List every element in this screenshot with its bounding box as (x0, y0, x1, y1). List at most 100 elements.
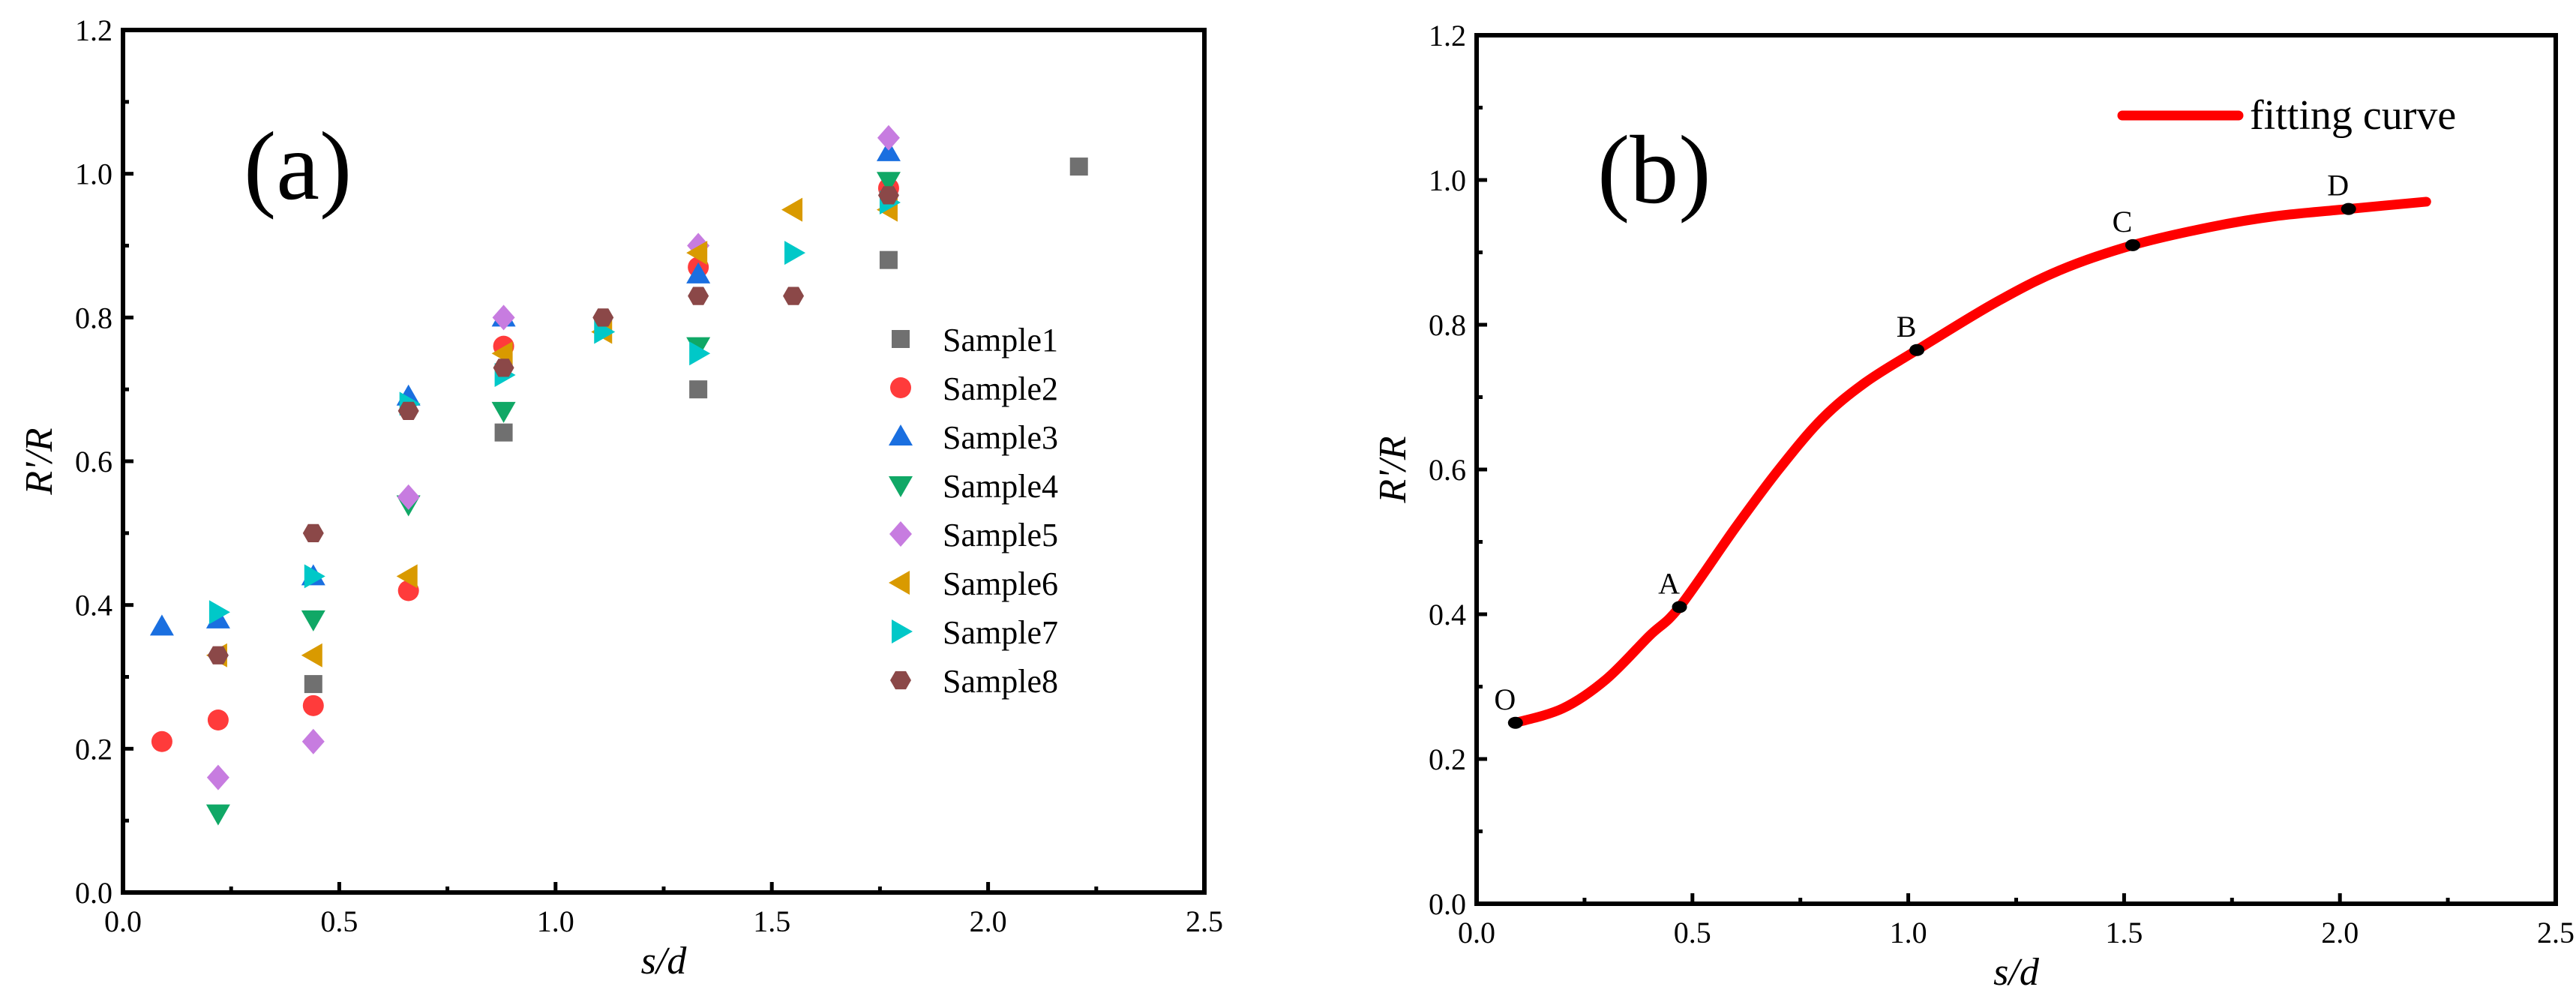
legend-label: Sample2 (943, 370, 1058, 407)
x-tick-label: 1.0 (537, 904, 574, 938)
series-sample7 (208, 190, 901, 625)
legend-label: Sample6 (943, 566, 1058, 602)
data-point (206, 764, 229, 790)
data-point (877, 186, 899, 205)
legend-marker (892, 330, 910, 348)
y-tick-label: 1.2 (75, 14, 112, 47)
data-point (879, 250, 898, 269)
data-point (877, 124, 900, 151)
data-point (592, 308, 614, 327)
data-point (492, 304, 515, 331)
data-point (686, 241, 708, 266)
legend-label: Sample8 (943, 663, 1058, 700)
data-point (783, 286, 805, 305)
panel-label: (a) (244, 112, 352, 220)
legend-marker (892, 620, 913, 644)
legend-marker (890, 377, 911, 398)
series-sample1 (304, 158, 1088, 694)
legend-label: fitting curve (2250, 92, 2456, 139)
legend-marker (889, 521, 912, 547)
data-point (491, 401, 516, 423)
y-tick-label: 0.4 (1429, 598, 1466, 632)
data-point (149, 614, 174, 636)
x-axis-label: s/d (641, 940, 688, 982)
data-point (301, 610, 325, 632)
data-point (876, 140, 901, 161)
data-point (205, 804, 230, 826)
data-point (686, 262, 711, 284)
data-point (493, 358, 514, 377)
data-point (784, 241, 806, 266)
series-sample5 (206, 124, 900, 790)
key-point-label: C (2113, 205, 2133, 238)
y-tick-label: 0.6 (1429, 453, 1466, 487)
legend-marker (889, 424, 913, 446)
y-tick-label: 0.2 (75, 732, 112, 766)
x-tick-label: 2.0 (2321, 916, 2359, 950)
x-tick-label: 1.0 (1890, 916, 1927, 950)
legend-label: Sample7 (943, 614, 1058, 651)
key-point (2341, 202, 2356, 215)
y-tick-label: 1.0 (75, 158, 112, 191)
key-point-label: A (1658, 566, 1680, 600)
x-tick-label: 2.0 (970, 904, 1007, 938)
key-point (2125, 238, 2140, 251)
data-point (1069, 158, 1088, 176)
panel-a: 0.0 0.5 1.0 1.5 2.0 2.5 0.0 0.2 0.4 0.6 0.8 1.0 1.2 s… (18, 14, 1223, 982)
legend-label: Sample1 (943, 322, 1058, 358)
data-point (689, 380, 708, 399)
key-point-label: O (1494, 682, 1516, 716)
key-point (1507, 716, 1523, 729)
key-point-label: D (2327, 169, 2349, 202)
y-tick-label: 0.0 (1429, 887, 1466, 921)
x-tick-label: 1.5 (2105, 916, 2143, 950)
series-sample6 (205, 197, 898, 668)
data-point (301, 728, 325, 754)
x-tick-label: 0.0 (1458, 916, 1495, 950)
data-point (304, 675, 322, 694)
key-point (1672, 601, 1687, 614)
x-axis-label: s/d (1993, 951, 2040, 994)
data-point (781, 197, 803, 222)
y-tick-label: 0.4 (75, 589, 112, 622)
legend-label: Sample3 (943, 419, 1058, 456)
y-axis-label: R'/R (1372, 436, 1414, 503)
data-point (207, 710, 229, 730)
data-point (397, 401, 419, 421)
y-tick-label: 0.8 (1429, 308, 1466, 342)
data-point (302, 694, 324, 716)
y-tick-label: 1.0 (1429, 164, 1466, 197)
data-point (876, 172, 901, 194)
data-point (304, 564, 325, 589)
series-sample2 (151, 177, 899, 752)
x-tick-label: 2.5 (1186, 904, 1223, 938)
key-point (1909, 344, 1925, 356)
y-tick-label: 0.2 (1429, 742, 1466, 776)
data-point (207, 646, 229, 664)
legend-label: Sample5 (943, 517, 1058, 554)
fitting-curve (1510, 196, 2431, 728)
data-point (397, 484, 420, 510)
data-point (302, 524, 324, 542)
y-tick-label: 0.6 (75, 445, 112, 478)
x-tick-label: 2.5 (2537, 916, 2575, 950)
x-tick-label: 0.5 (1674, 916, 1711, 950)
data-point (688, 286, 709, 305)
legend-label: Sample4 (943, 468, 1058, 505)
data-point (689, 341, 711, 366)
series-sample4 (205, 172, 901, 826)
panel-label: (b) (1597, 116, 1711, 224)
panel-b: 0.0 0.5 1.0 1.5 2.0 2.5 0.0 0.2 0.4 0.6 0.8 1.0 1.2 s… (1372, 19, 2575, 994)
y-tick-label: 1.2 (1429, 19, 1466, 52)
y-axis-label: R'/R (18, 428, 61, 495)
legend-marker (889, 476, 913, 497)
x-tick-label: 1.5 (753, 904, 790, 938)
x-tick-label: 0.5 (320, 904, 358, 938)
y-tick-label: 0.0 (75, 876, 112, 910)
y-tick-label: 0.8 (75, 301, 112, 334)
legend-marker (889, 571, 910, 595)
data-point (301, 643, 322, 668)
data-point (396, 564, 418, 589)
data-point (151, 730, 172, 752)
